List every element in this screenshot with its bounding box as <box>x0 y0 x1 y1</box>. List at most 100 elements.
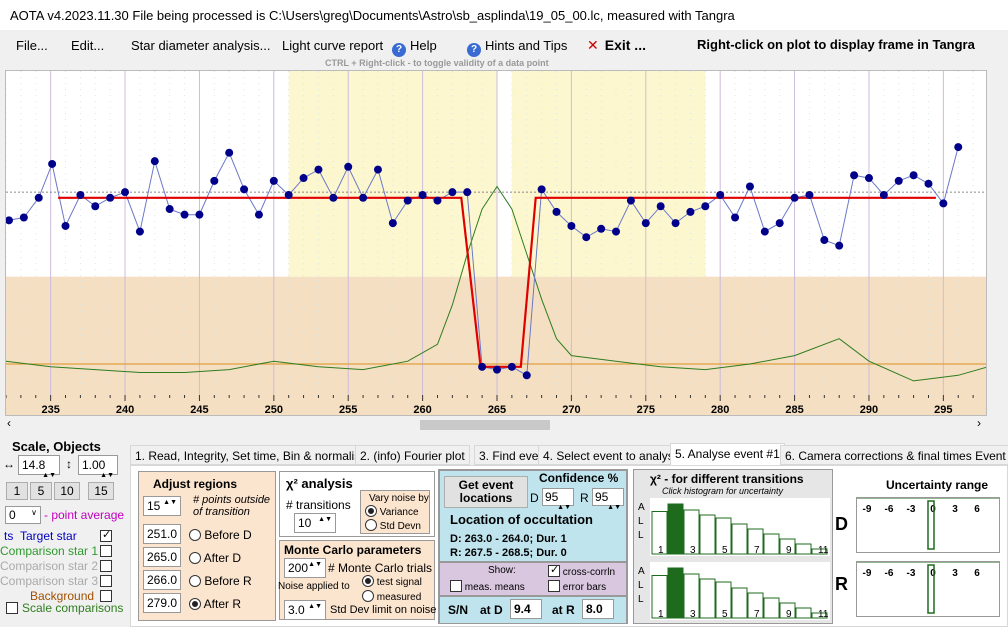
spinner-icon[interactable]: ▲▼ <box>318 516 332 523</box>
variance-radio[interactable] <box>365 505 377 517</box>
data-point <box>493 365 501 374</box>
before-r-radio[interactable] <box>189 575 201 587</box>
confidence-d-value: 95 <box>545 490 559 504</box>
tab-fourier[interactable]: 2. (info) Fourier plot <box>355 445 470 465</box>
std-devn-option[interactable]: Std Devn <box>365 519 421 532</box>
scale-y-input[interactable]: 1.00 ▲▼ <box>78 455 118 479</box>
sn-at-d-label: at D <box>480 603 503 617</box>
after-r-value[interactable]: 279.0 <box>143 593 181 613</box>
after-r-radio[interactable] <box>189 598 201 610</box>
sn-at-d-value: 9.4 <box>510 599 542 619</box>
histogram-bar <box>731 523 748 555</box>
scale-x-input[interactable]: 14.8 ▲▼ <box>18 455 60 479</box>
data-point <box>597 224 606 233</box>
menu-light-curve-report[interactable]: Light curve report <box>282 38 384 53</box>
before-d-value[interactable]: 251.0 <box>143 524 181 544</box>
menu-star-diameter[interactable]: Star diameter analysis... <box>131 38 271 53</box>
menu-exit[interactable]: ✕ Exit ... <box>587 37 646 54</box>
test-signal-option[interactable]: test signal <box>362 575 422 588</box>
cross-corrln-option[interactable]: cross-corrln <box>548 563 615 578</box>
tab-camera-corrections[interactable]: 6. Camera corrections & final times Even… <box>780 445 1008 465</box>
spinner-icon[interactable]: ▲▼ <box>557 504 571 511</box>
error-bars-checkbox[interactable] <box>548 580 560 592</box>
menu-hints[interactable]: ? Hints and Tips <box>467 38 567 57</box>
scale-comparisons-checkbox[interactable] <box>6 602 18 614</box>
tab-read[interactable]: 1. Read, Integrity, Set time, Bin & norm… <box>130 445 372 465</box>
error-bars-option[interactable]: error bars <box>548 580 606 593</box>
measured-radio[interactable] <box>362 590 374 602</box>
cross-corrln-checkbox[interactable] <box>548 563 560 577</box>
comparison-3-checkbox[interactable] <box>100 575 112 587</box>
uncertainty-r-box[interactable]: -9 -6 -3 0 3 6 <box>856 561 1000 617</box>
measured-option[interactable]: measured <box>362 590 421 603</box>
horizontal-scrollbar[interactable]: ‹ › <box>5 416 987 432</box>
points-outside-input[interactable]: 15 ▲▼ <box>143 496 181 516</box>
scroll-right-icon[interactable]: › <box>977 416 981 430</box>
before-r-value[interactable]: 266.0 <box>143 570 181 590</box>
data-point <box>864 174 873 183</box>
scale-button-10[interactable]: 10 <box>54 482 80 500</box>
background-checkbox[interactable] <box>100 590 112 602</box>
scale-button-5[interactable]: 5 <box>30 482 52 500</box>
comparison-1-checkbox[interactable] <box>100 545 112 557</box>
before-r-option[interactable]: Before R <box>189 574 252 588</box>
comparison-2-checkbox[interactable] <box>100 560 112 572</box>
variance-option[interactable]: Variance <box>365 505 419 518</box>
scale-button-1[interactable]: 1 <box>6 482 28 500</box>
test-signal-radio[interactable] <box>362 575 374 587</box>
confidence-r-input[interactable]: 95 ▲▼ <box>592 488 624 511</box>
spinner-icon[interactable]: ▲▼ <box>42 472 56 479</box>
scroll-left-icon[interactable]: ‹ <box>7 416 11 430</box>
after-r-option[interactable]: After R <box>189 597 241 611</box>
spinner-icon[interactable]: ▲▼ <box>308 603 322 610</box>
histogram-tick: 11 <box>818 545 829 556</box>
meas-means-option[interactable]: meas. means <box>450 580 525 593</box>
point-average-select[interactable]: 0 ∨ <box>5 506 41 524</box>
before-d-radio[interactable] <box>189 529 201 541</box>
after-d-value[interactable]: 265.0 <box>143 547 181 567</box>
histogram-bar <box>811 612 828 619</box>
menu-exit-label: Exit ... <box>604 37 646 53</box>
uncertainty-r-svg[interactable]: -9 -6 -3 0 3 6 <box>857 561 999 616</box>
histogram-bar <box>747 528 764 555</box>
std-dev-input[interactable]: 3.0 ▲▼ <box>284 600 326 620</box>
before-d-option[interactable]: Before D <box>189 528 252 542</box>
std-devn-radio[interactable] <box>365 519 377 531</box>
meas-means-checkbox[interactable] <box>450 580 462 592</box>
data-point <box>76 190 85 199</box>
histogram-bar <box>651 575 668 619</box>
light-curve-plot[interactable]: 235 240 245 250 255 260 265 270 275 280 285 290 295 <box>5 70 987 416</box>
after-d-label: After D <box>203 551 242 565</box>
uncertainty-tick: -3 <box>907 504 916 515</box>
spinner-icon[interactable]: ▲▼ <box>100 472 114 479</box>
uncertainty-tick: 6 <box>974 504 980 515</box>
uncertainty-d-svg[interactable]: -9 -6 -3 0 3 6 <box>857 497 999 552</box>
spinner-icon[interactable]: ▲▼ <box>308 561 322 568</box>
scrollbar-thumb[interactable] <box>420 420 550 430</box>
tab-analyse-event[interactable]: 5. Analyse event #1 <box>670 443 785 465</box>
menu-help[interactable]: ? Help <box>392 38 437 57</box>
trials-input[interactable]: 200 ▲▼ <box>284 558 326 578</box>
uncertainty-tick: -9 <box>863 504 872 515</box>
menu-file[interactable]: File... <box>16 38 48 53</box>
uncertainty-tick: 3 <box>952 504 958 515</box>
target-star-checkbox[interactable] <box>100 528 112 542</box>
get-event-locations-button[interactable]: Get event locations <box>444 476 528 508</box>
after-d-radio[interactable] <box>189 552 201 564</box>
uncertainty-d-box[interactable]: -9 -6 -3 0 3 6 <box>856 497 1000 553</box>
scale-button-15[interactable]: 15 <box>88 482 114 500</box>
histogram-axis-letter: L <box>638 516 644 527</box>
confidence-d-input[interactable]: 95 ▲▼ <box>542 488 574 511</box>
tab-select-event[interactable]: 4. Select event to analyse <box>538 445 686 465</box>
transitions-value: 10 <box>298 516 312 530</box>
transitions-input[interactable]: 10 ▲▼ <box>294 513 336 533</box>
menu-edit[interactable]: Edit... <box>71 38 105 53</box>
data-point <box>6 216 13 225</box>
histogram-axis-letter: A <box>638 566 645 577</box>
spinner-icon[interactable]: ▲▼ <box>163 499 177 506</box>
light-curve-svg[interactable]: 235 240 245 250 255 260 265 270 275 280 285 290 295 <box>6 71 987 416</box>
spinner-icon[interactable]: ▲▼ <box>607 504 621 511</box>
after-d-option[interactable]: After D <box>189 551 241 565</box>
